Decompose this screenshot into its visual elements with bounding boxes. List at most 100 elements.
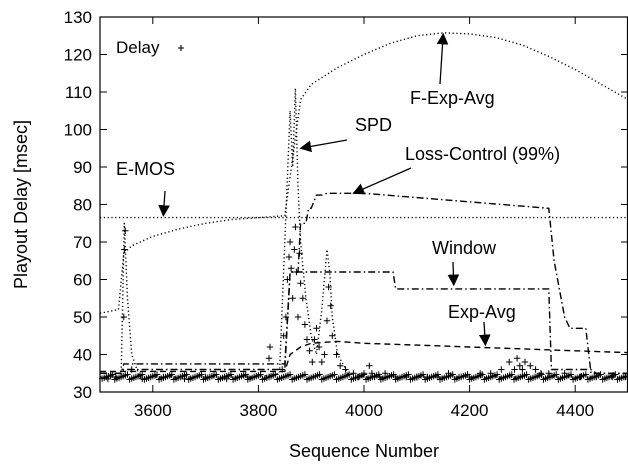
delay-point: [360, 370, 368, 377]
delay-point: [350, 370, 357, 377]
delay-point: [493, 371, 501, 378]
delay-point: [342, 366, 349, 373]
delay-point: [403, 373, 410, 381]
delay-point: [455, 373, 463, 381]
delay-point: [523, 371, 530, 378]
annotation-arrow-f-exp-avg: [436, 32, 449, 85]
annotation-label-exp-avg: Exp-Avg: [448, 302, 516, 322]
delay-point: [311, 336, 318, 343]
delay-point: [511, 366, 518, 373]
delay-point: [346, 371, 353, 378]
annotation-label-e-mos: E-MOS: [116, 159, 175, 179]
delay-point: [445, 370, 452, 377]
annotation-label-spd: SPD: [355, 115, 392, 135]
y-tick-label: 50: [73, 308, 92, 327]
delay-point: [537, 370, 545, 377]
delay-point: [306, 347, 313, 354]
delay-point: [104, 375, 112, 383]
annotation-label-loss-control-99: Loss-Control (99%): [405, 144, 560, 164]
series-layer: [99, 32, 628, 378]
delay-point: [294, 313, 302, 321]
delay-point: [265, 355, 273, 362]
delay-point: [419, 371, 427, 378]
delay-point: [545, 370, 552, 377]
delay-point: [498, 366, 505, 373]
y-tick-label: 40: [73, 346, 92, 365]
legend-marker-delay: [178, 45, 184, 51]
delay-point: [508, 371, 515, 378]
delay-point: [272, 371, 279, 378]
delay-point: [128, 366, 135, 373]
annotation-label-f-exp-avg: F-Exp-Avg: [410, 88, 495, 108]
delay-point: [303, 336, 311, 343]
legend-label-delay: Delay: [116, 38, 160, 57]
delay-point: [287, 265, 295, 272]
delay-point: [597, 371, 604, 378]
delay-point: [198, 371, 205, 378]
delay-point: [297, 280, 304, 287]
delay-point: [577, 373, 584, 381]
y-tick-label: 120: [64, 46, 92, 65]
delay-point: [527, 362, 534, 369]
delay-points-layer: [98, 223, 628, 383]
delay-point: [513, 355, 521, 362]
delay-point: [282, 313, 290, 321]
delay-point: [519, 366, 526, 373]
delay-point: [609, 373, 616, 381]
delay-point: [183, 371, 190, 378]
delay-point: [313, 325, 320, 332]
delay-point: [325, 283, 332, 291]
delay-point: [593, 373, 600, 381]
annotation-arrow-loss-control-99: [352, 167, 412, 195]
delay-point: [331, 371, 338, 378]
delay-point: [567, 371, 575, 378]
delay-point: [213, 371, 220, 378]
delay-point: [289, 295, 296, 302]
x-axis-title: Sequence Number: [289, 441, 439, 461]
delay-point: [413, 373, 420, 381]
annotation-arrow-exp-avg: [478, 321, 491, 347]
y-tick-label: 110: [65, 83, 92, 102]
delay-point: [244, 373, 251, 381]
y-tick-label: 80: [73, 196, 92, 215]
delay-point: [333, 351, 340, 358]
delay-point: [561, 370, 568, 377]
delay-point: [227, 371, 235, 378]
delay-point: [223, 375, 230, 383]
delay-point: [202, 373, 209, 381]
delay-point: [309, 358, 316, 366]
x-tick-label: 4200: [451, 401, 489, 420]
y-tick-label: 30: [73, 383, 92, 402]
delay-point: [506, 358, 513, 366]
delay-point: [376, 373, 383, 381]
delay-point: [181, 375, 188, 383]
delay-point: [301, 321, 309, 328]
delay-point: [112, 373, 119, 381]
delay-point: [323, 317, 331, 324]
y-tick-label: 130: [64, 8, 92, 27]
delay-point: [366, 362, 373, 369]
x-tick-label: 3800: [239, 401, 277, 420]
delay-point: [122, 227, 129, 234]
delay-point: [299, 295, 306, 302]
delay-point: [124, 371, 131, 378]
delay-point: [121, 246, 128, 253]
plot-frame: [99, 16, 628, 393]
delay-point: [292, 223, 299, 231]
delay-point: [285, 253, 293, 261]
delay-point: [449, 371, 456, 378]
delay-point: [466, 373, 473, 381]
delay-point: [327, 302, 334, 309]
y-tick-label: 100: [64, 121, 92, 140]
delay-point: [381, 370, 389, 377]
delay-point: [284, 276, 291, 283]
delay-point: [477, 370, 484, 377]
delay-point: [532, 366, 539, 373]
delay-point: [318, 358, 325, 366]
y-tick-label: 60: [73, 271, 92, 290]
delay-point: [329, 332, 336, 339]
delay-point: [355, 373, 362, 381]
series-line-exp-avg: [100, 340, 628, 373]
